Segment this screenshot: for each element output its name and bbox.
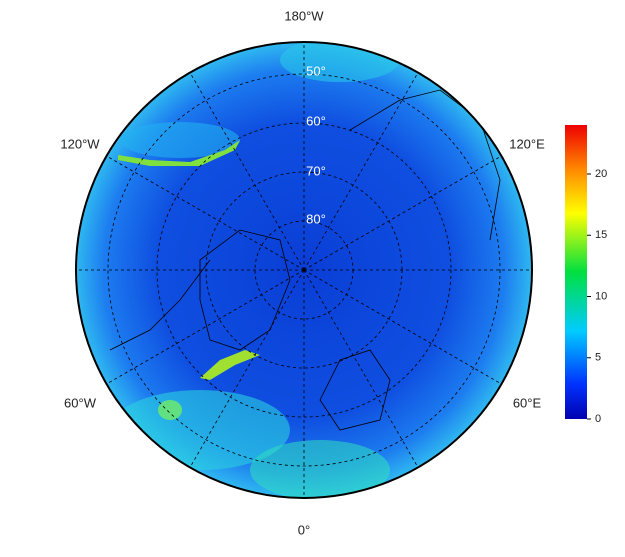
meridian	[303, 269, 419, 468]
meridian	[106, 269, 305, 385]
meridian	[189, 269, 305, 468]
colorbar-tick-label: 20	[595, 168, 607, 180]
map-border	[75, 41, 533, 499]
meridian	[303, 269, 502, 385]
colorbar-tick-label: 10	[595, 290, 607, 302]
longitude-label: 180°W	[284, 8, 324, 23]
longitude-label: 60°W	[64, 395, 97, 410]
latitude-label: 80°	[306, 211, 326, 226]
meridian	[189, 72, 305, 271]
longitude-label: 0°	[298, 522, 310, 537]
meridian	[106, 155, 305, 271]
meridian	[303, 155, 502, 271]
latitude-label: 60°	[306, 113, 326, 128]
longitude-label: 120°W	[60, 136, 100, 151]
colorbar-tick-label: 5	[595, 352, 601, 364]
latitude-circle	[107, 73, 501, 467]
colorbar	[565, 125, 587, 419]
latitude-label: 70°	[306, 163, 326, 178]
colorbar-tick-label: 0	[595, 413, 601, 425]
labels: 180°W 120°E 60°E 0° 60°W 120°W 50° 60° 70° 80° 0 5 1…	[60, 8, 607, 537]
graticule	[76, 42, 532, 498]
longitude-label: 120°E	[509, 136, 545, 151]
colorbar-tick-label: 15	[595, 229, 607, 241]
latitude-label: 50°	[306, 63, 326, 78]
meridian	[303, 72, 419, 271]
longitude-label: 60°E	[513, 395, 542, 410]
